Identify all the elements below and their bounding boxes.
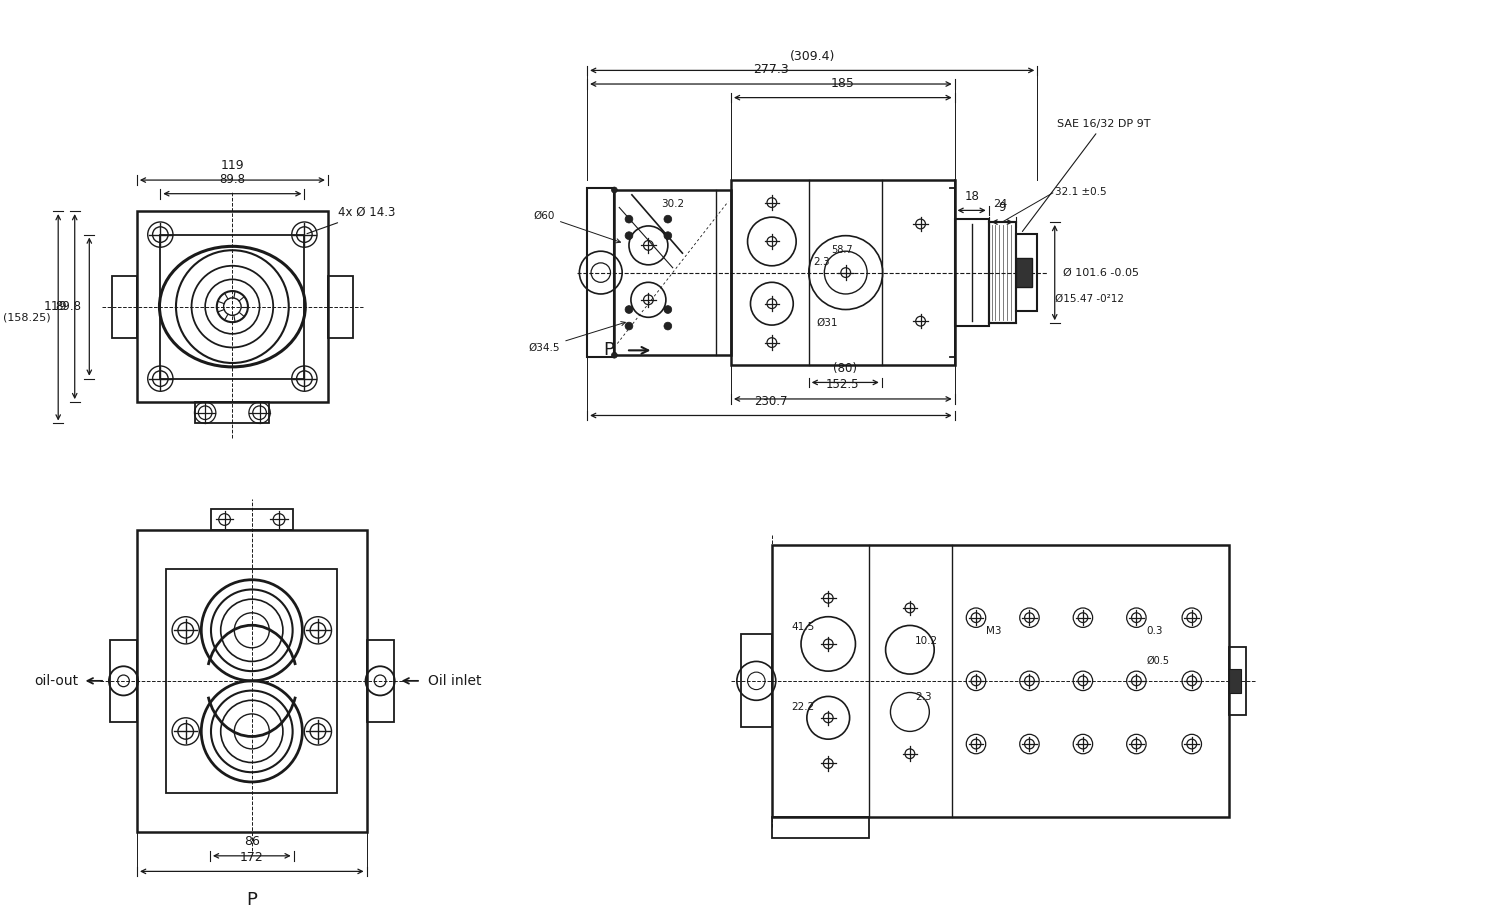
Circle shape [626,215,633,223]
Text: 24: 24 [993,199,1008,209]
Text: 30.2: 30.2 [662,199,684,209]
Circle shape [626,305,633,314]
Bar [110,640,136,722]
Text: 89.8: 89.8 [219,173,246,186]
Bar [772,817,868,838]
Bar [328,275,352,338]
Text: (309.4): (309.4) [789,50,836,63]
Bar [730,180,954,365]
Bar [111,275,136,338]
Bar [988,222,1016,323]
Text: 89.8: 89.8 [56,300,81,313]
Text: Ø0.5: Ø0.5 [1146,655,1168,665]
Text: Ø31: Ø31 [816,318,839,328]
Text: 4x Ø 14.3: 4x Ø 14.3 [308,206,395,234]
Text: 2.3: 2.3 [813,257,831,267]
Text: 172: 172 [240,851,264,864]
Text: Ø34.5: Ø34.5 [530,322,626,353]
Bar [1016,234,1036,312]
Circle shape [664,322,672,330]
Circle shape [626,232,633,240]
Text: M3: M3 [986,626,1000,636]
Text: P: P [246,891,256,909]
Bar [160,235,304,379]
Text: (158.25): (158.25) [3,313,51,323]
Bar [1228,669,1242,693]
Circle shape [612,353,618,358]
Bar [136,530,366,832]
Text: 58.7: 58.7 [831,245,854,255]
Circle shape [664,232,672,240]
Text: 86: 86 [244,835,260,848]
Text: 0.3: 0.3 [1146,626,1162,636]
Text: 18: 18 [964,190,980,203]
Text: 9: 9 [999,201,1006,215]
Bar [586,188,615,357]
Text: 277.3: 277.3 [753,64,789,76]
Bar [615,190,730,355]
Bar [1016,258,1032,287]
Text: 185: 185 [831,77,855,90]
Bar [195,402,270,424]
Bar [1228,647,1246,714]
Text: Ø 101.6 -0.05: Ø 101.6 -0.05 [1062,267,1138,277]
Text: P: P [603,342,615,359]
Circle shape [664,305,672,314]
Circle shape [626,322,633,330]
Bar [741,634,772,726]
Bar [166,569,338,793]
Bar [772,544,1228,817]
Text: 119: 119 [44,300,68,313]
Text: Oil inlet: Oil inlet [427,674,482,688]
Bar [366,640,393,722]
Bar [136,211,328,402]
Text: 230.7: 230.7 [754,395,788,408]
Text: 10.2: 10.2 [915,636,938,646]
Text: 41.5: 41.5 [792,623,814,633]
Text: 22.2: 22.2 [792,702,814,712]
Text: 119: 119 [220,159,245,173]
Bar [211,509,292,530]
Text: oil-out: oil-out [34,674,80,688]
Text: (80): (80) [834,362,858,375]
Circle shape [612,187,618,193]
Text: Ø60: Ø60 [534,211,621,243]
Text: 152.5: 152.5 [827,378,860,391]
Text: 32.1 ±0.5: 32.1 ±0.5 [1054,187,1107,197]
Circle shape [664,215,672,223]
Text: Ø15.47 -0²12: Ø15.47 -0²12 [1054,294,1124,304]
Text: SAE 16/32 DP 9T: SAE 16/32 DP 9T [1023,119,1150,232]
Text: 2.3: 2.3 [915,693,932,703]
Bar [954,219,988,326]
